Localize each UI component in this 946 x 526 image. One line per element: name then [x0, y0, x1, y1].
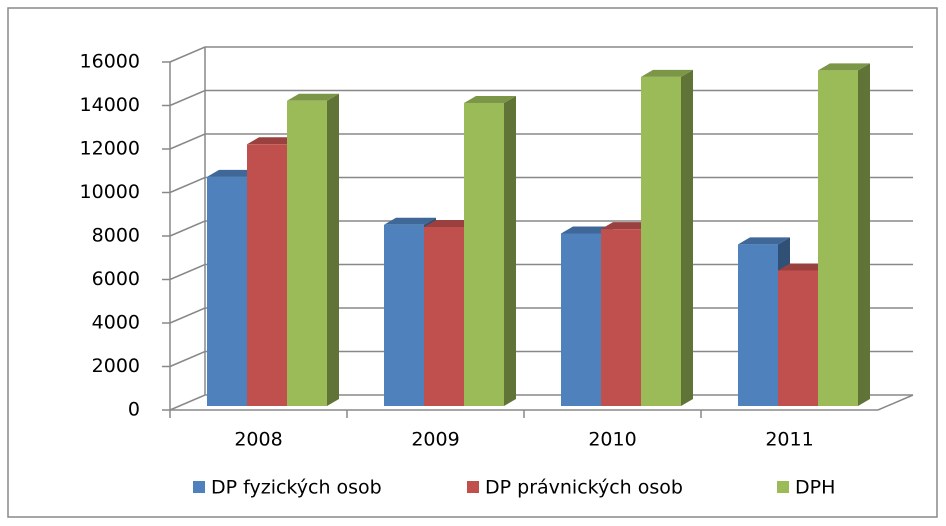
bar: [818, 70, 858, 406]
bar-top: [601, 222, 653, 230]
bar: [601, 229, 641, 406]
bar-top: [287, 93, 339, 101]
bar-side: [858, 63, 870, 406]
bar: [778, 270, 818, 406]
bar-top: [738, 237, 790, 245]
grid-line: [169, 46, 913, 63]
bar-top: [778, 263, 830, 271]
bar-top: [247, 137, 299, 145]
bar-top: [384, 217, 436, 225]
bar-side: [504, 95, 516, 406]
y-tick-label: 12000: [80, 138, 140, 160]
x-tick-label: 2011: [765, 429, 813, 451]
bar: [641, 76, 681, 406]
bar: [561, 233, 601, 406]
y-tick-label: 0: [128, 399, 140, 421]
x-tick-label: 2008: [234, 429, 282, 451]
legend-label: DP fyzických osob: [211, 477, 382, 499]
y-tick-label: 16000: [80, 51, 140, 73]
legend-label: DPH: [795, 477, 835, 499]
bar-top: [561, 226, 613, 234]
y-tick-label: 2000: [92, 355, 140, 377]
x-tick-label: 2010: [588, 429, 636, 451]
y-tick-label: 10000: [80, 181, 140, 203]
legend-label: DP právnických osob: [485, 477, 683, 499]
bar-top: [641, 69, 693, 77]
legend-swatch: [777, 481, 789, 493]
bar: [424, 226, 464, 406]
y-tick-label: 4000: [92, 312, 140, 334]
bar: [738, 244, 778, 406]
bar-side: [327, 93, 339, 407]
legend-swatch: [193, 481, 205, 493]
bar-side: [681, 69, 693, 406]
bar-top: [207, 169, 259, 177]
x-tick-label: 2009: [411, 429, 459, 451]
bar: [464, 102, 504, 406]
bar-top: [424, 219, 476, 227]
bar: [247, 144, 287, 407]
y-tick-label: 14000: [80, 94, 140, 116]
bar: [287, 100, 327, 407]
bar: [384, 224, 424, 406]
y-tick-label: 8000: [92, 225, 140, 247]
legend-swatch: [467, 481, 479, 493]
bar-top: [818, 63, 870, 71]
bar-top: [464, 95, 516, 103]
x-axis-line: [170, 394, 914, 411]
y-tick-label: 6000: [92, 268, 140, 290]
bar: [207, 176, 247, 406]
